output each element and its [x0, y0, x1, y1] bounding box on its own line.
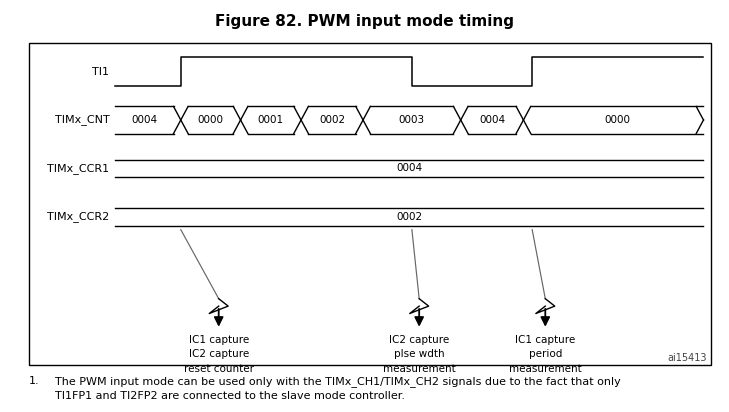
Text: TIMx_CCR2: TIMx_CCR2	[47, 211, 109, 222]
Text: TI1: TI1	[93, 67, 109, 77]
Bar	[29, 43, 711, 365]
Text: 0002: 0002	[397, 212, 422, 222]
Text: IC2 capture
plse wdth
measurement: IC2 capture plse wdth measurement	[383, 335, 456, 374]
Text: 0000: 0000	[198, 115, 224, 125]
Text: 0002: 0002	[319, 115, 345, 125]
Text: 1.: 1.	[29, 376, 40, 386]
Text: ai15413: ai15413	[668, 353, 707, 363]
Text: 0000: 0000	[604, 115, 630, 125]
Text: IC1 capture
period
measurement: IC1 capture period measurement	[509, 335, 582, 374]
Text: 0004: 0004	[131, 115, 157, 125]
Text: 0004: 0004	[479, 115, 505, 125]
Text: IC1 capture
IC2 capture
reset counter: IC1 capture IC2 capture reset counter	[184, 335, 254, 374]
Text: TIMx_CNT: TIMx_CNT	[55, 115, 109, 125]
Text: TIMx_CCR1: TIMx_CCR1	[47, 163, 109, 174]
Text: Figure 82. PWM input mode timing: Figure 82. PWM input mode timing	[215, 14, 514, 29]
Text: 0004: 0004	[397, 164, 422, 173]
Text: The PWM input mode can be used only with the TIMx_CH1/TIMx_CH2 signals due to th: The PWM input mode can be used only with…	[55, 376, 620, 401]
Text: 0003: 0003	[399, 115, 425, 125]
Text: 0001: 0001	[258, 115, 284, 125]
